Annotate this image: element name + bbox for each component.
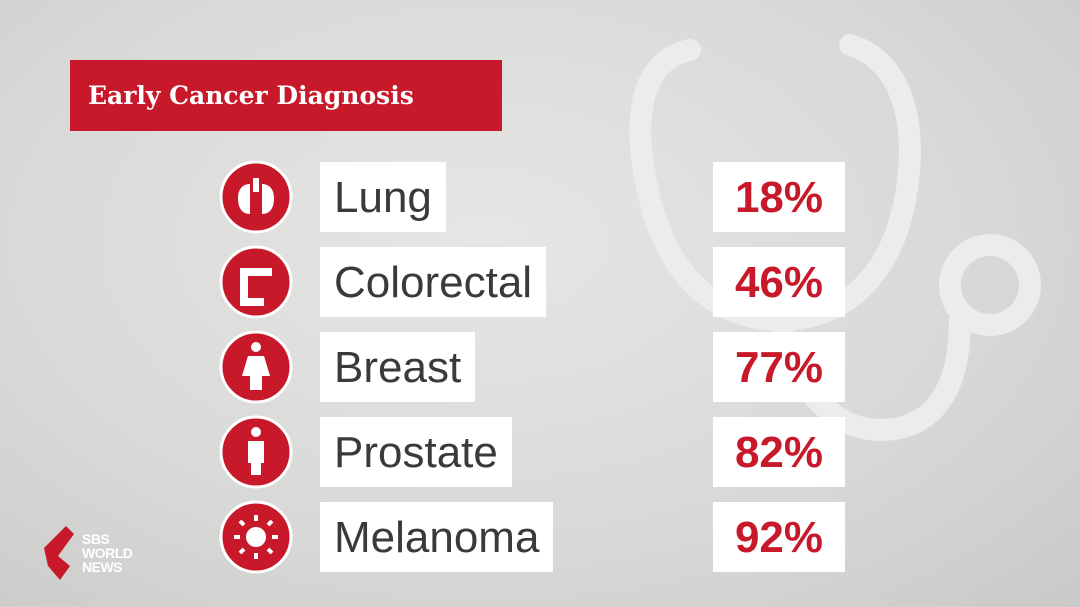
logo-text: WORLD	[82, 545, 133, 561]
icon-glyphs	[234, 178, 278, 559]
row-value: 92%	[713, 502, 845, 572]
row-value: 82%	[713, 417, 845, 487]
logo-mark	[44, 526, 74, 580]
row-value: 18%	[713, 162, 845, 232]
row-value: 77%	[713, 332, 845, 402]
row-label: Lung	[320, 162, 446, 232]
logo-text: NEWS	[82, 559, 123, 575]
row-label: Colorectal	[320, 247, 547, 317]
row-label: Melanoma	[320, 502, 554, 572]
row-label: Breast	[320, 332, 476, 402]
row-label: Prostate	[320, 417, 512, 487]
title: Early Cancer Diagnosis	[70, 60, 502, 131]
row-value: 46%	[713, 247, 845, 317]
logo-text: SBS	[82, 531, 110, 547]
